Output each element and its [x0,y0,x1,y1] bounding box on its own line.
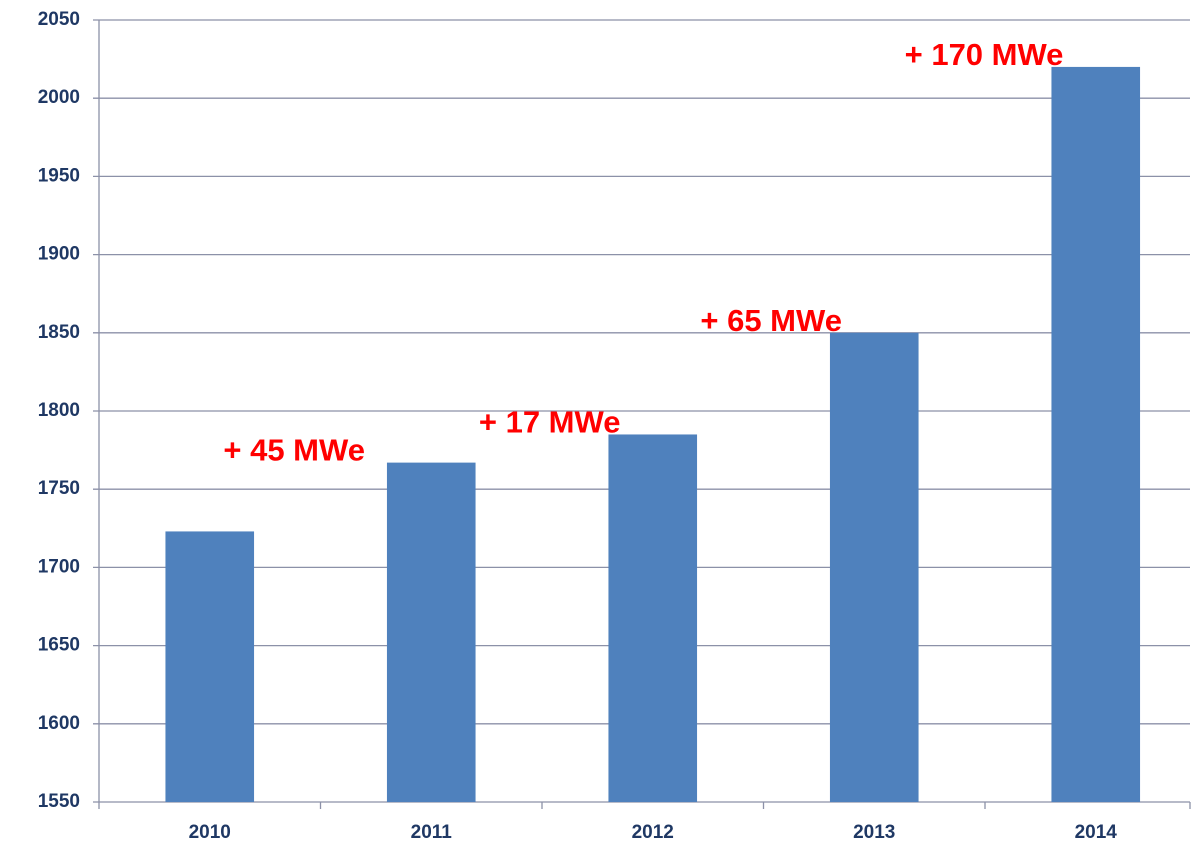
y-tick-label: 2000 [38,87,80,108]
bar [608,434,698,802]
annotation: + 17 MWe [479,404,621,439]
y-tick-label: 1750 [38,478,80,499]
y-tick-label: 1900 [38,244,80,265]
y-tick-label: 1600 [38,713,80,734]
y-tick-label: 1650 [38,635,80,656]
x-tick-label: 2011 [411,822,453,843]
y-tick-label: 1950 [38,165,80,186]
y-tick-label: 1800 [38,400,80,421]
bar [386,462,476,802]
x-tick-label: 2014 [1075,822,1118,843]
x-tick-label: 2012 [632,822,674,843]
y-tick-label: 2050 [38,9,80,30]
y-tick-label: 1550 [38,791,80,812]
bar [165,531,255,802]
bar [1051,66,1141,803]
x-tick-label: 2010 [189,822,231,843]
annotation: + 170 MWe [905,37,1064,72]
y-tick-label: 1700 [38,556,80,577]
bar [829,332,919,802]
annotation: + 45 MWe [223,433,365,468]
annotation: + 65 MWe [700,303,842,338]
y-tick-label: 1850 [38,322,80,343]
x-tick-label: 2013 [853,822,895,843]
